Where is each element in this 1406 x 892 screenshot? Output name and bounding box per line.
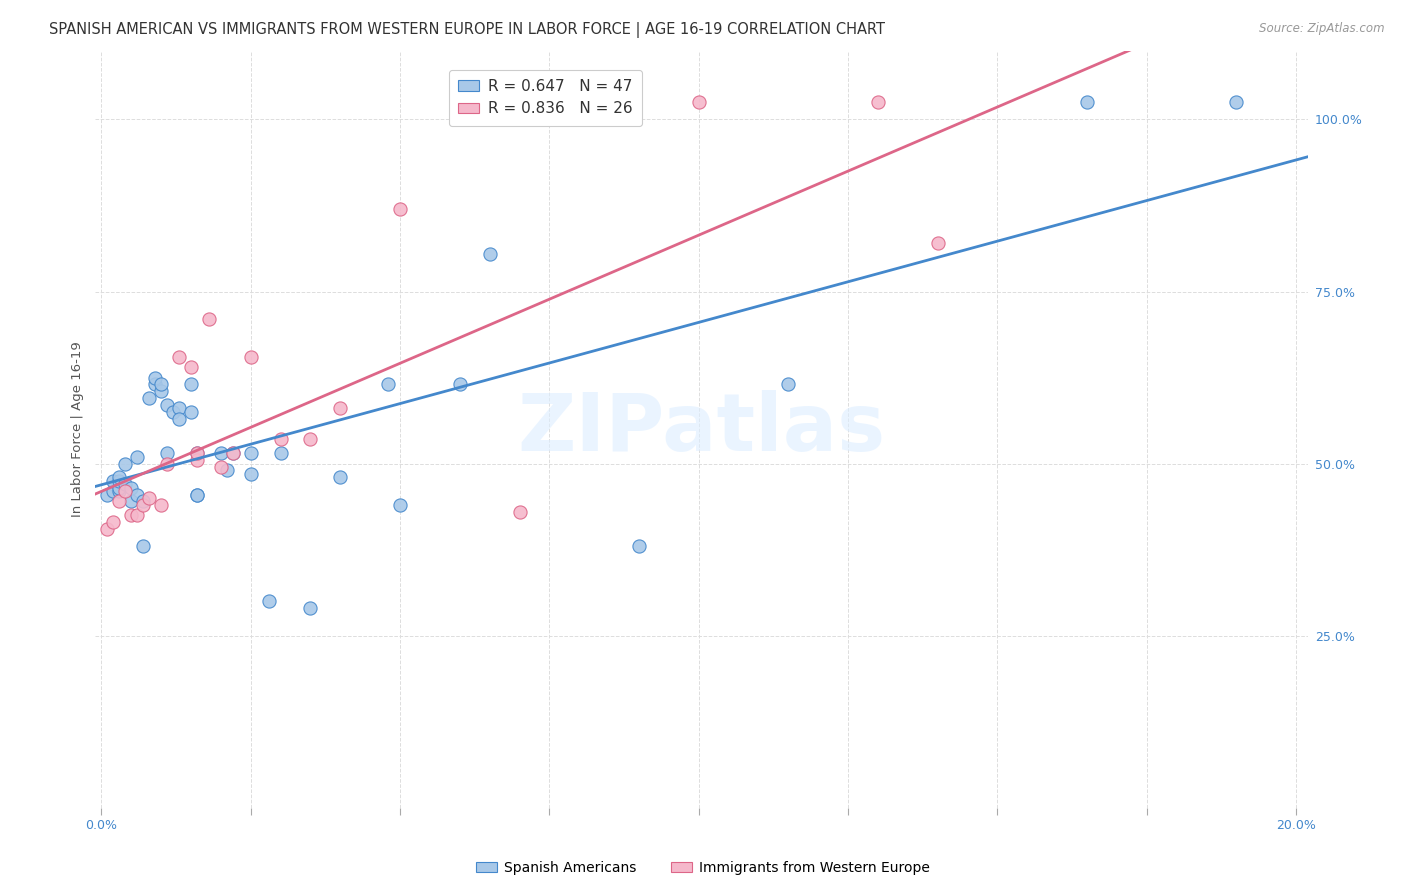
- Point: [508, 505, 530, 519]
- Point: [132, 494, 155, 508]
- Point: [180, 405, 202, 419]
- Point: [162, 405, 184, 419]
- Point: [1225, 95, 1247, 110]
- Text: SPANISH AMERICAN VS IMMIGRANTS FROM WESTERN EUROPE IN LABOR FORCE | AGE 16-19 CO: SPANISH AMERICAN VS IMMIGRANTS FROM WEST…: [49, 22, 886, 38]
- Point: [239, 446, 262, 460]
- Point: [927, 236, 949, 251]
- Point: [108, 494, 131, 508]
- Point: [377, 377, 399, 392]
- Point: [329, 470, 352, 484]
- Point: [239, 350, 262, 364]
- Point: [180, 360, 202, 375]
- Point: [96, 522, 118, 536]
- Text: ZIPatlas: ZIPatlas: [517, 390, 886, 468]
- Point: [688, 95, 710, 110]
- Point: [150, 384, 173, 399]
- Point: [167, 350, 190, 364]
- Point: [389, 498, 412, 512]
- Legend: Spanish Americans, Immigrants from Western Europe: Spanish Americans, Immigrants from Weste…: [471, 855, 935, 880]
- Point: [209, 446, 232, 460]
- Point: [150, 377, 173, 392]
- Point: [120, 508, 142, 523]
- Point: [108, 481, 131, 495]
- Point: [329, 401, 352, 416]
- Point: [186, 487, 208, 501]
- Point: [167, 412, 190, 426]
- Y-axis label: In Labor Force | Age 16-19: In Labor Force | Age 16-19: [72, 342, 84, 517]
- Point: [449, 377, 471, 392]
- Point: [138, 491, 160, 505]
- Point: [127, 487, 149, 501]
- Point: [167, 401, 190, 416]
- Point: [478, 246, 501, 260]
- Point: [215, 463, 238, 477]
- Point: [222, 446, 245, 460]
- Point: [103, 515, 125, 529]
- Point: [120, 481, 142, 495]
- Point: [186, 446, 208, 460]
- Point: [138, 391, 160, 405]
- Point: [114, 477, 136, 491]
- Point: [270, 446, 292, 460]
- Point: [257, 594, 280, 608]
- Point: [143, 377, 166, 392]
- Point: [103, 474, 125, 488]
- Point: [156, 398, 179, 412]
- Point: [108, 474, 131, 488]
- Point: [299, 601, 322, 615]
- Point: [186, 446, 208, 460]
- Point: [127, 508, 149, 523]
- Point: [132, 498, 155, 512]
- Legend: R = 0.647   N = 47, R = 0.836   N = 26: R = 0.647 N = 47, R = 0.836 N = 26: [449, 70, 643, 126]
- Point: [108, 470, 131, 484]
- Point: [299, 433, 322, 447]
- Point: [180, 377, 202, 392]
- Point: [222, 446, 245, 460]
- Point: [778, 377, 800, 392]
- Point: [150, 498, 173, 512]
- Point: [270, 433, 292, 447]
- Point: [186, 487, 208, 501]
- Point: [156, 446, 179, 460]
- Text: Source: ZipAtlas.com: Source: ZipAtlas.com: [1260, 22, 1385, 36]
- Point: [96, 487, 118, 501]
- Point: [114, 484, 136, 499]
- Point: [108, 484, 131, 499]
- Point: [866, 95, 889, 110]
- Point: [114, 457, 136, 471]
- Point: [132, 539, 155, 553]
- Point: [1076, 95, 1098, 110]
- Point: [156, 457, 179, 471]
- Point: [389, 202, 412, 216]
- Point: [209, 460, 232, 475]
- Point: [127, 450, 149, 464]
- Point: [198, 312, 221, 326]
- Point: [239, 467, 262, 481]
- Point: [143, 370, 166, 384]
- Point: [186, 453, 208, 467]
- Point: [103, 484, 125, 499]
- Point: [120, 494, 142, 508]
- Point: [627, 539, 650, 553]
